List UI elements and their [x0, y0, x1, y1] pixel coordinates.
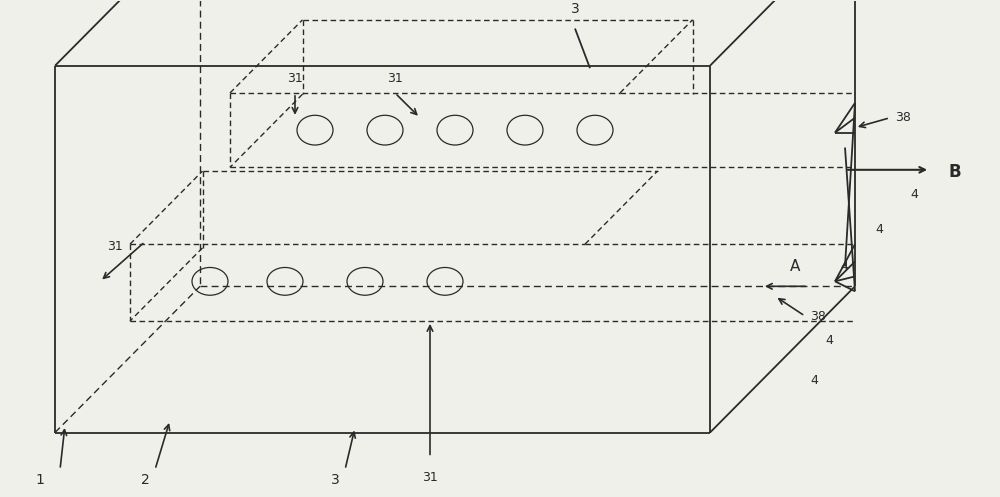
Text: B: B: [949, 164, 961, 181]
Text: 31: 31: [422, 471, 438, 484]
Text: 31: 31: [287, 72, 303, 84]
Text: 3: 3: [331, 473, 339, 487]
Text: 31: 31: [107, 240, 123, 253]
Text: 4: 4: [810, 374, 818, 387]
Text: A: A: [790, 259, 800, 274]
Text: 3: 3: [571, 1, 579, 16]
Text: 4: 4: [910, 188, 918, 201]
Text: 4: 4: [875, 223, 883, 236]
Text: 4: 4: [840, 260, 848, 273]
Text: 38: 38: [895, 111, 911, 124]
Text: 31: 31: [387, 72, 403, 84]
Text: 38: 38: [810, 310, 826, 323]
Text: 4: 4: [825, 334, 833, 347]
Text: 2: 2: [141, 473, 149, 487]
Text: 1: 1: [36, 473, 44, 487]
